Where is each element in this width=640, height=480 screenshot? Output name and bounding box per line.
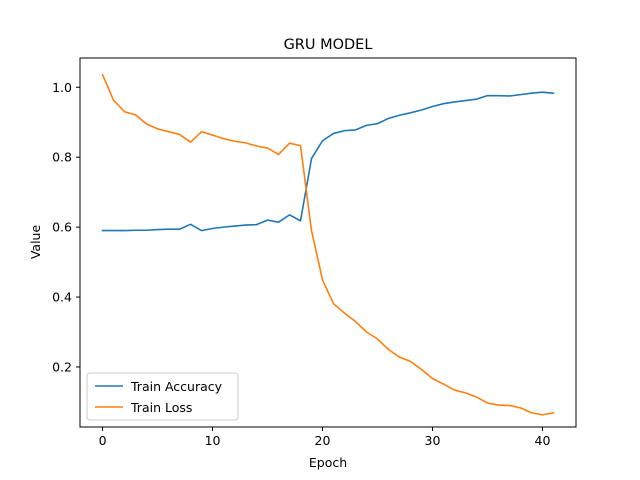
- y-tick-label: 0.2: [52, 359, 72, 374]
- y-axis-label: Value: [28, 225, 43, 260]
- series-line-train-loss: [101, 73, 555, 416]
- x-tick-label: 10: [205, 433, 221, 448]
- plot-frame: [79, 57, 577, 428]
- y-tick-label: 0.6: [52, 220, 72, 235]
- y-tick-label: 0.8: [52, 150, 72, 165]
- legend-box: [86, 372, 239, 421]
- x-axis: 0 10 20 30 40: [99, 427, 551, 448]
- legend-label-train-accuracy: Train Accuracy: [130, 379, 223, 394]
- x-tick-label: 0: [99, 433, 107, 448]
- series-line-train-accuracy: [101, 91, 555, 232]
- x-tick-label: 30: [425, 433, 441, 448]
- legend: Train Accuracy Train Loss: [86, 372, 239, 421]
- x-tick-label: 20: [315, 433, 331, 448]
- x-tick-label: 40: [535, 433, 551, 448]
- y-tick-label: 1.0: [52, 80, 72, 95]
- plot-lines: [101, 73, 555, 416]
- y-tick-label: 0.4: [52, 290, 72, 305]
- y-axis: 0.2 0.4 0.6 0.8 1.0: [52, 80, 80, 374]
- x-axis-label: Epoch: [309, 455, 347, 470]
- legend-label-train-loss: Train Loss: [130, 400, 192, 415]
- chart-title: GRU MODEL: [284, 37, 373, 53]
